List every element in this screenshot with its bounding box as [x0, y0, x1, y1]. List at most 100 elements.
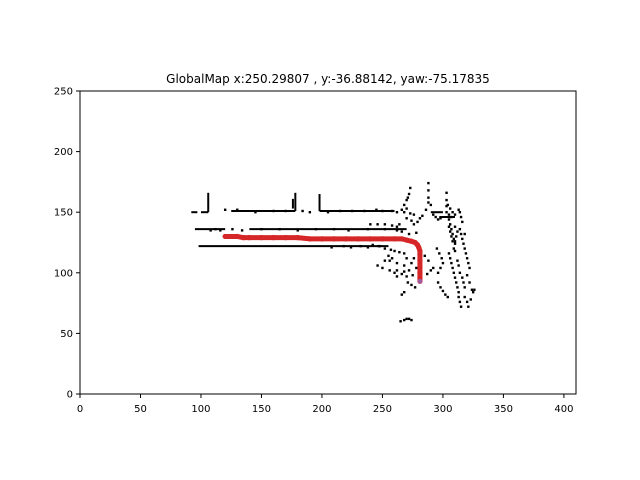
map-point: [461, 237, 464, 241]
map-point: [349, 246, 353, 249]
map-point: [371, 243, 374, 247]
map-point: [452, 271, 456, 274]
x-tick-label: 250: [373, 404, 392, 415]
map-point: [395, 225, 399, 228]
trajectory-point: [355, 236, 361, 242]
map-point: [461, 220, 464, 224]
map-point: [395, 261, 399, 265]
map-point: [447, 213, 451, 216]
y-tick-label: 250: [54, 87, 73, 98]
trajectory-point: [379, 236, 386, 242]
map-point: [459, 215, 463, 219]
map-point: [418, 217, 422, 220]
trajectory-point: [283, 235, 289, 241]
map-point: [209, 229, 212, 232]
trajectory-end-point: [417, 278, 423, 284]
trajectory-point: [417, 264, 423, 270]
map-point: [457, 295, 460, 299]
map-point: [410, 318, 413, 322]
map-point: [219, 229, 222, 232]
map-point: [445, 204, 448, 208]
x-tick-label: 100: [191, 404, 210, 415]
map-point: [451, 266, 454, 270]
map-point: [366, 227, 370, 231]
map-point: [393, 271, 396, 274]
trajectory-point: [307, 236, 313, 242]
map-point: [434, 215, 437, 219]
map-point: [314, 227, 318, 231]
map-point: [342, 244, 345, 248]
map-point: [436, 271, 440, 274]
trajectory-point: [258, 235, 265, 241]
map-point: [389, 248, 393, 251]
map-point: [424, 208, 428, 211]
map-point: [451, 232, 454, 236]
map-point: [410, 261, 413, 265]
map-point: [447, 252, 451, 255]
map-point: [448, 223, 452, 226]
x-tick-label: 400: [554, 404, 573, 415]
map-point: [393, 249, 396, 253]
map-point: [451, 240, 454, 243]
map-point: [388, 269, 391, 272]
map-point: [463, 232, 466, 236]
map-point: [410, 219, 413, 222]
map-point: [453, 213, 457, 216]
chart-title: GlobalMap x:250.29807 , y:-36.88142, yaw…: [166, 72, 490, 86]
map-point: [296, 229, 299, 232]
map-point: [406, 196, 410, 199]
map-point: [452, 237, 456, 241]
trajectory-point: [399, 236, 405, 242]
map-point: [376, 223, 379, 226]
map-point: [453, 249, 457, 253]
map-point: [278, 227, 281, 231]
trajectory-point: [417, 270, 423, 276]
map-point: [427, 189, 430, 192]
map-point: [411, 274, 414, 277]
x-tick-label: 150: [252, 404, 271, 415]
map-point: [395, 275, 399, 278]
map-point: [403, 290, 406, 294]
map-point: [400, 272, 403, 276]
map-point: [429, 203, 433, 207]
map-point: [468, 281, 471, 284]
y-tick-label: 50: [60, 329, 73, 340]
map-point: [407, 269, 411, 272]
trajectory-point: [234, 233, 240, 240]
map-point: [403, 270, 406, 273]
map-point: [214, 227, 217, 231]
map-point: [446, 203, 449, 207]
trajectory-point: [417, 252, 423, 258]
map-point: [450, 215, 453, 219]
map-point: [465, 274, 469, 277]
map-point: [446, 295, 449, 299]
trajectory-point: [228, 233, 234, 240]
map-point: [453, 276, 457, 279]
map-point: [383, 223, 387, 226]
y-tick-label: 0: [67, 390, 73, 401]
map-point: [415, 231, 418, 235]
map-point: [406, 281, 410, 284]
trajectory-point: [240, 235, 246, 241]
map-point: [366, 246, 370, 249]
map-point: [462, 242, 465, 245]
map-point: [272, 209, 275, 213]
map-point: [464, 252, 468, 255]
map-point: [409, 212, 412, 215]
map-point: [376, 264, 379, 267]
trajectory-point: [222, 233, 228, 240]
map-point: [359, 244, 362, 248]
map-point: [445, 191, 448, 195]
trajectory-point: [331, 236, 337, 242]
map-point: [447, 225, 451, 228]
map-point: [399, 320, 402, 323]
x-tick-label: 350: [494, 404, 513, 415]
map-point: [438, 252, 441, 255]
map-point: [465, 300, 469, 304]
map-point: [236, 208, 239, 211]
map-point: [439, 266, 442, 270]
map-point: [390, 257, 394, 260]
map-point: [403, 264, 406, 267]
map-point: [403, 252, 406, 255]
map-point: [436, 218, 440, 221]
